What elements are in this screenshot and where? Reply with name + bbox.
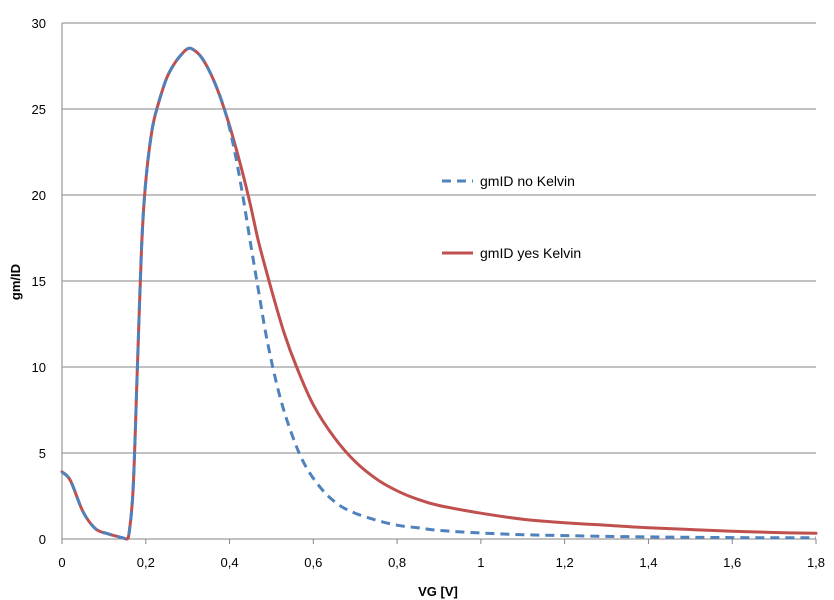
gridlines bbox=[62, 22, 816, 454]
tick-labels: 0 5 10 15 20 25 30 0 0,2 0,4 0,6 0,8 1 1,2 1,4 1,6 1,8 bbox=[32, 16, 826, 570]
axes bbox=[61, 23, 817, 544]
legend-label-yes-kelvin: gmID yes Kelvin bbox=[480, 245, 581, 261]
y-tick-label: 5 bbox=[39, 446, 46, 461]
x-tick-label: 1,8 bbox=[807, 555, 825, 570]
y-tick-label: 10 bbox=[32, 360, 46, 375]
x-tick-label: 0,6 bbox=[304, 555, 322, 570]
x-tick-label: 1,6 bbox=[723, 555, 741, 570]
series-lines bbox=[60, 46, 818, 541]
x-tick-label: 0,2 bbox=[137, 555, 155, 570]
x-axis-title: VG [V] bbox=[418, 584, 458, 599]
x-tick-label: 0,4 bbox=[221, 555, 239, 570]
x-tick-label: 0,8 bbox=[388, 555, 406, 570]
x-tick-label: 1 bbox=[477, 555, 484, 570]
x-tick-label: 0 bbox=[58, 555, 65, 570]
y-axis-title: gm/ID bbox=[8, 264, 23, 300]
x-tick-label: 1,2 bbox=[556, 555, 574, 570]
series-line-yes-kelvin bbox=[60, 46, 818, 541]
y-tick-label: 25 bbox=[32, 102, 46, 117]
legend: gmID no Kelvin gmID yes Kelvin bbox=[442, 173, 581, 261]
y-tick-label: 30 bbox=[32, 16, 46, 31]
series-line-no-kelvin bbox=[60, 46, 816, 541]
x-tick-label: 1,4 bbox=[639, 555, 657, 570]
y-tick-label: 20 bbox=[32, 188, 46, 203]
legend-label-no-kelvin: gmID no Kelvin bbox=[480, 173, 575, 189]
y-tick-label: 15 bbox=[32, 274, 46, 289]
y-tick-label: 0 bbox=[39, 532, 46, 547]
